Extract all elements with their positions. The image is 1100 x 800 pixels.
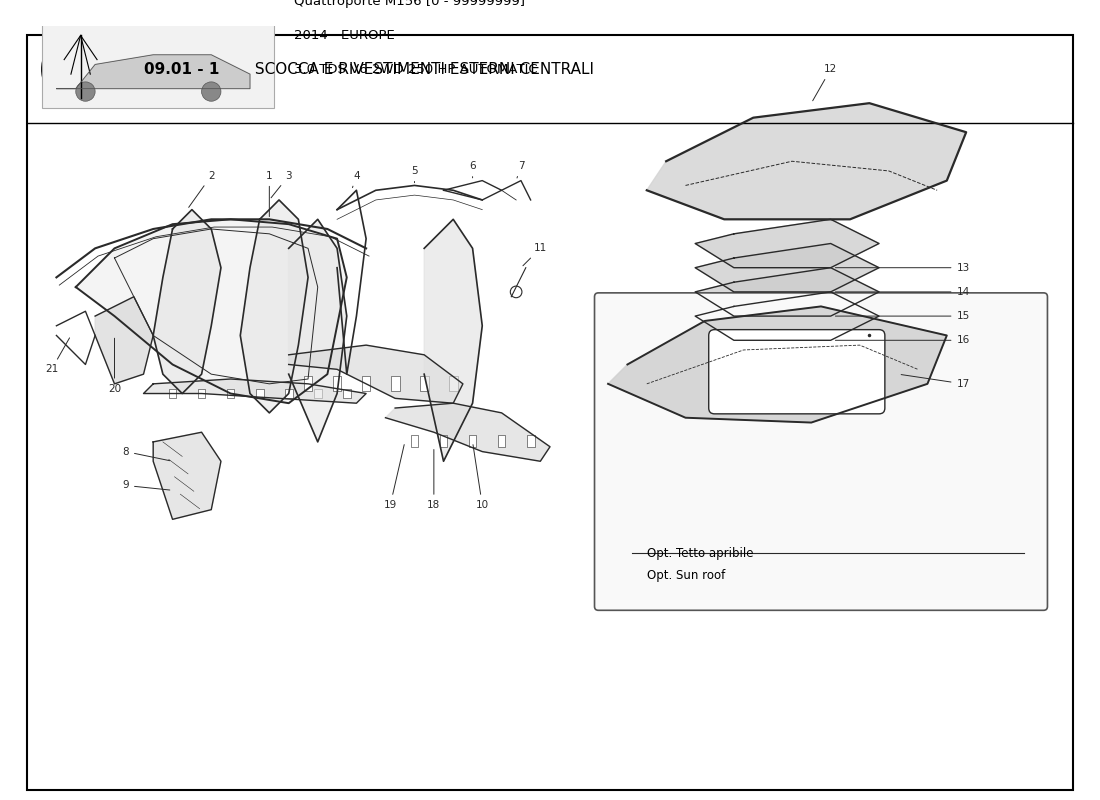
Text: Opt. Tetto apribile: Opt. Tetto apribile bbox=[647, 546, 754, 560]
Polygon shape bbox=[695, 268, 879, 316]
Bar bbox=[343, 389, 351, 398]
Circle shape bbox=[201, 82, 221, 102]
Bar bbox=[440, 435, 448, 446]
Bar bbox=[497, 435, 506, 446]
Text: 14: 14 bbox=[835, 287, 970, 297]
Text: 9: 9 bbox=[122, 481, 169, 490]
Bar bbox=[449, 376, 458, 390]
Polygon shape bbox=[240, 200, 308, 413]
Text: 5: 5 bbox=[411, 166, 418, 182]
Polygon shape bbox=[695, 243, 879, 292]
Text: 21: 21 bbox=[45, 338, 69, 374]
Text: 09.01 - 1: 09.01 - 1 bbox=[143, 62, 219, 77]
Polygon shape bbox=[608, 306, 947, 422]
Polygon shape bbox=[385, 403, 550, 462]
FancyBboxPatch shape bbox=[708, 330, 884, 414]
Bar bbox=[527, 435, 535, 446]
Text: 20: 20 bbox=[108, 338, 121, 394]
Bar bbox=[285, 389, 293, 398]
Text: 18: 18 bbox=[427, 450, 440, 510]
Polygon shape bbox=[695, 292, 879, 340]
Text: 16: 16 bbox=[835, 335, 970, 346]
Bar bbox=[332, 376, 341, 390]
Bar bbox=[42, 0, 274, 108]
Text: 7: 7 bbox=[517, 161, 525, 178]
Text: 11: 11 bbox=[522, 243, 547, 266]
Text: Opt. Sun roof: Opt. Sun roof bbox=[647, 569, 725, 582]
Polygon shape bbox=[425, 219, 482, 462]
Text: 1: 1 bbox=[266, 170, 273, 217]
Text: 17: 17 bbox=[901, 374, 970, 389]
Polygon shape bbox=[153, 210, 221, 394]
Bar bbox=[410, 435, 418, 446]
Text: 19: 19 bbox=[384, 445, 404, 510]
Polygon shape bbox=[95, 297, 153, 384]
Polygon shape bbox=[143, 379, 366, 403]
Bar bbox=[304, 376, 312, 390]
Bar bbox=[227, 389, 234, 398]
FancyBboxPatch shape bbox=[594, 293, 1047, 610]
Text: 8: 8 bbox=[122, 446, 169, 461]
Text: 3: 3 bbox=[271, 170, 292, 198]
Polygon shape bbox=[56, 54, 250, 89]
Text: 15: 15 bbox=[835, 311, 970, 321]
Text: 2: 2 bbox=[189, 170, 214, 207]
Bar bbox=[390, 376, 399, 390]
Text: SCOCCA E RIVESTIMENTI ESTERNI CENTRALI: SCOCCA E RIVESTIMENTI ESTERNI CENTRALI bbox=[250, 62, 594, 77]
Text: 3.0 TDS V6 2WD 250 HP AUTOMATIC: 3.0 TDS V6 2WD 250 HP AUTOMATIC bbox=[294, 63, 537, 76]
Polygon shape bbox=[76, 219, 346, 403]
Polygon shape bbox=[153, 432, 221, 519]
Bar bbox=[420, 376, 429, 390]
Text: 2014 - EUROPE: 2014 - EUROPE bbox=[294, 29, 394, 42]
Polygon shape bbox=[288, 345, 463, 403]
Polygon shape bbox=[288, 219, 346, 442]
Bar bbox=[168, 389, 176, 398]
Text: 6: 6 bbox=[470, 161, 476, 178]
Bar bbox=[256, 389, 264, 398]
Text: Quattroporte M156 [0 - 99999999]: Quattroporte M156 [0 - 99999999] bbox=[294, 0, 525, 8]
Text: 10: 10 bbox=[473, 445, 488, 510]
Bar bbox=[314, 389, 321, 398]
Text: 12: 12 bbox=[813, 64, 837, 101]
Bar bbox=[469, 435, 476, 446]
Circle shape bbox=[76, 82, 95, 102]
Text: 4: 4 bbox=[352, 170, 360, 188]
Bar bbox=[362, 376, 371, 390]
Bar bbox=[198, 389, 206, 398]
Text: 13: 13 bbox=[835, 262, 970, 273]
Polygon shape bbox=[695, 219, 879, 268]
Polygon shape bbox=[647, 103, 966, 219]
